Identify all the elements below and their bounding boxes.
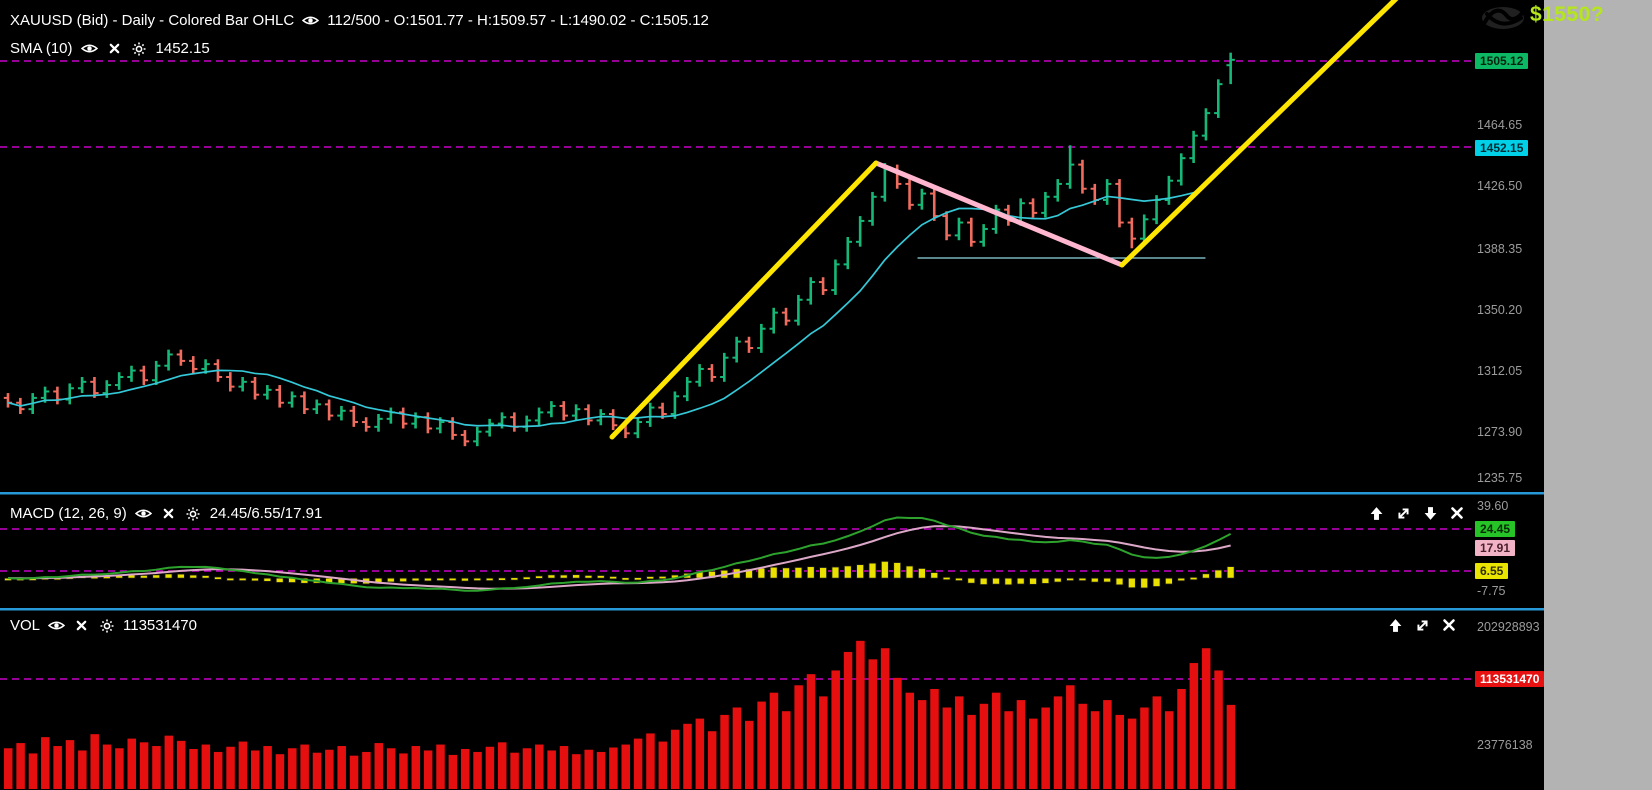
eye-icon[interactable]	[80, 41, 98, 56]
scribble-mark	[1482, 7, 1525, 29]
sma-value: 1452.15	[155, 40, 210, 57]
vol-indicator-row: VOL 113531470	[10, 617, 197, 634]
chart-canvas[interactable]	[0, 0, 1544, 790]
chart-header: XAUUSD (Bid) - Daily - Colored Bar OHLC …	[10, 12, 709, 29]
expand-icon[interactable]	[1395, 505, 1411, 521]
chart-title: XAUUSD (Bid) - Daily - Colored Bar OHLC	[10, 12, 295, 29]
close-icon[interactable]	[1449, 505, 1465, 521]
macd-label: MACD (12, 26, 9)	[10, 505, 127, 522]
macd-indicator-row: MACD (12, 26, 9) 24.45/6.55/17.91	[10, 505, 322, 522]
macd-values: 24.45/6.55/17.91	[209, 505, 323, 522]
gear-icon[interactable]	[131, 41, 148, 56]
pink-trendline-down	[873, 160, 1125, 268]
close-icon[interactable]	[1441, 617, 1457, 633]
ohlc-stats: 112/500 - O:1501.77 - H:1509.57 - L:1490…	[327, 12, 709, 29]
expand-icon[interactable]	[1414, 617, 1430, 633]
gear-icon[interactable]	[98, 618, 115, 633]
eye-icon[interactable]	[302, 13, 320, 28]
yellow-trendline-up-1	[609, 160, 879, 440]
eye-icon[interactable]	[48, 618, 66, 633]
vol-value: 113531470	[123, 617, 197, 634]
sma-indicator-row: SMA (10) 1452.15	[10, 40, 210, 57]
close-icon[interactable]	[106, 41, 123, 56]
sma-label: SMA (10)	[10, 40, 73, 57]
close-icon[interactable]	[73, 618, 90, 633]
vol-label: VOL	[10, 617, 41, 634]
eye-icon[interactable]	[134, 506, 152, 521]
vol-panel-controls	[1387, 617, 1457, 633]
macd-panel-controls	[1368, 505, 1465, 521]
window-margin	[1544, 0, 1652, 790]
move-down-icon[interactable]	[1422, 505, 1438, 521]
move-up-icon[interactable]	[1368, 505, 1384, 521]
price-target-note: $1550?	[1530, 3, 1605, 26]
close-icon[interactable]	[160, 506, 177, 521]
move-up-icon[interactable]	[1387, 617, 1403, 633]
yellow-trendline-up-2	[1119, 0, 1399, 268]
gear-icon[interactable]	[185, 506, 202, 521]
